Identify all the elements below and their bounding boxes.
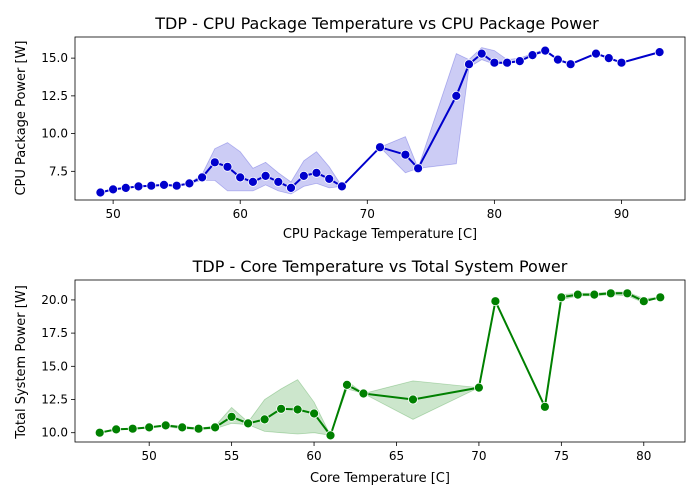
data-point [324,173,335,184]
data-point [502,57,513,68]
data-point [616,57,627,68]
data-point [605,288,616,299]
data-point [247,176,258,187]
data-point [489,57,500,68]
y-tick-label: 10.0 [41,127,68,141]
data-point [589,289,600,300]
x-tick-label: 55 [224,449,239,463]
y-tick-label: 7.5 [49,164,68,178]
data-point [591,48,601,59]
y-tick-label: 12.5 [41,89,68,103]
y-tick-label: 10.0 [41,426,68,440]
data-point [556,292,567,303]
data-point [111,424,122,435]
data-point [490,296,501,307]
x-tick-label: 70 [360,207,375,221]
plot-frame [74,279,686,443]
data-point [144,422,155,433]
plot-frame [74,36,686,201]
data-point [540,45,551,56]
data-point [120,182,131,193]
x-axis-label: Core Temperature [C] [310,471,450,486]
data-point [325,430,336,441]
data-point [311,167,322,178]
data-point [572,289,583,300]
chart-title: TDP - Core Temperature vs Total System P… [192,257,568,276]
x-tick-label: 70 [471,449,486,463]
data-point [603,53,614,63]
chart-core-temp: TDP - Core Temperature vs Total System P… [14,257,686,486]
data-point [171,180,182,191]
data-point [565,59,576,70]
data-point [638,296,649,307]
data-point [210,422,221,433]
y-tick-label: 20.0 [41,293,68,307]
data-point [243,418,254,429]
data-point [273,176,284,187]
chart-title: TDP - CPU Package Temperature vs CPU Pac… [154,14,599,33]
data-point [197,172,208,183]
data-point [95,187,106,198]
data-point [400,149,411,160]
data-point [553,54,563,65]
data-point [133,181,144,192]
data-point [336,181,347,192]
data-point [159,179,169,190]
x-tick-label: 90 [614,207,629,221]
data-point [375,142,385,153]
x-tick-label: 75 [554,449,569,463]
data-point [209,157,220,168]
data-point [260,170,271,181]
data-point [276,403,287,414]
data-point [358,388,369,399]
data-point [464,59,474,70]
data-point [184,178,195,189]
y-tick-label: 15.0 [41,51,68,65]
x-tick-label: 60 [233,207,248,221]
data-point [160,420,171,431]
data-point [473,382,484,393]
x-tick-label: 65 [389,449,404,463]
data-point [527,50,538,60]
data-point [177,422,188,433]
chart-cpu-package: TDP - CPU Package Temperature vs CPU Pac… [14,14,686,242]
x-axis-label: CPU Package Temperature [C] [283,227,477,242]
data-point [298,170,309,181]
x-tick-label: 80 [636,449,651,463]
data-point [286,182,296,193]
data-point [451,91,462,101]
data-point [292,404,303,415]
data-point [235,172,246,183]
data-point [309,408,320,419]
y-tick-label: 17.5 [41,326,68,340]
data-point [146,180,157,191]
x-tick-label: 50 [105,207,120,221]
data-point [222,161,233,172]
x-tick-label: 50 [142,449,157,463]
x-tick-label: 60 [306,449,321,463]
data-point [342,379,352,390]
data-point [226,411,237,422]
data-point [127,423,138,434]
x-tick-label: 80 [487,207,502,221]
y-axis-label: Total System Power [W] [14,285,29,440]
data-point [94,427,105,438]
data-point [655,292,666,303]
data-point [476,48,487,59]
data-point [408,394,418,405]
data-point [514,56,525,66]
data-point [540,401,550,412]
data-point [413,163,424,174]
series-line [99,292,661,438]
data-point [622,288,633,299]
y-axis-label: CPU Package Power [W] [14,40,29,195]
data-point [193,423,204,434]
y-tick-label: 12.5 [41,393,68,407]
data-point [654,47,665,57]
data-point [108,184,118,195]
data-point [259,414,270,425]
y-tick-label: 15.0 [41,359,68,373]
